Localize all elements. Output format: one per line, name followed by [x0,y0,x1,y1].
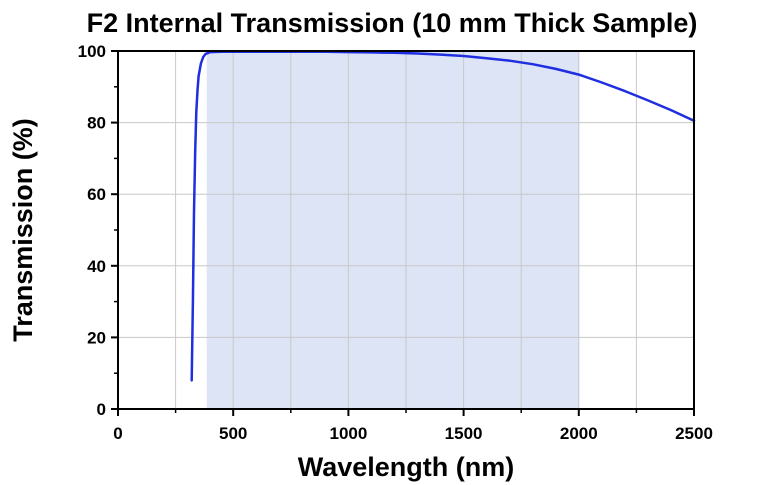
x-tick-label: 2000 [560,424,598,443]
y-tick-label: 80 [87,114,106,133]
x-axis-label: Wavelength (nm) [298,452,515,482]
y-tick-label: 100 [78,42,106,61]
y-tick-label: 60 [87,185,106,204]
chart-title: F2 Internal Transmission (10 mm Thick Sa… [87,8,698,38]
y-axis-label: Transmission (%) [8,118,38,342]
x-tick-label: 2500 [675,424,713,443]
y-tick-label: 20 [87,328,106,347]
x-tick-label: 0 [113,424,122,443]
y-tick-label: 40 [87,257,106,276]
x-tick-label: 500 [219,424,247,443]
y-tick-label: 0 [97,400,106,419]
highlight-band [206,51,579,409]
x-tick-label: 1500 [445,424,483,443]
x-tick-label: 1000 [329,424,367,443]
